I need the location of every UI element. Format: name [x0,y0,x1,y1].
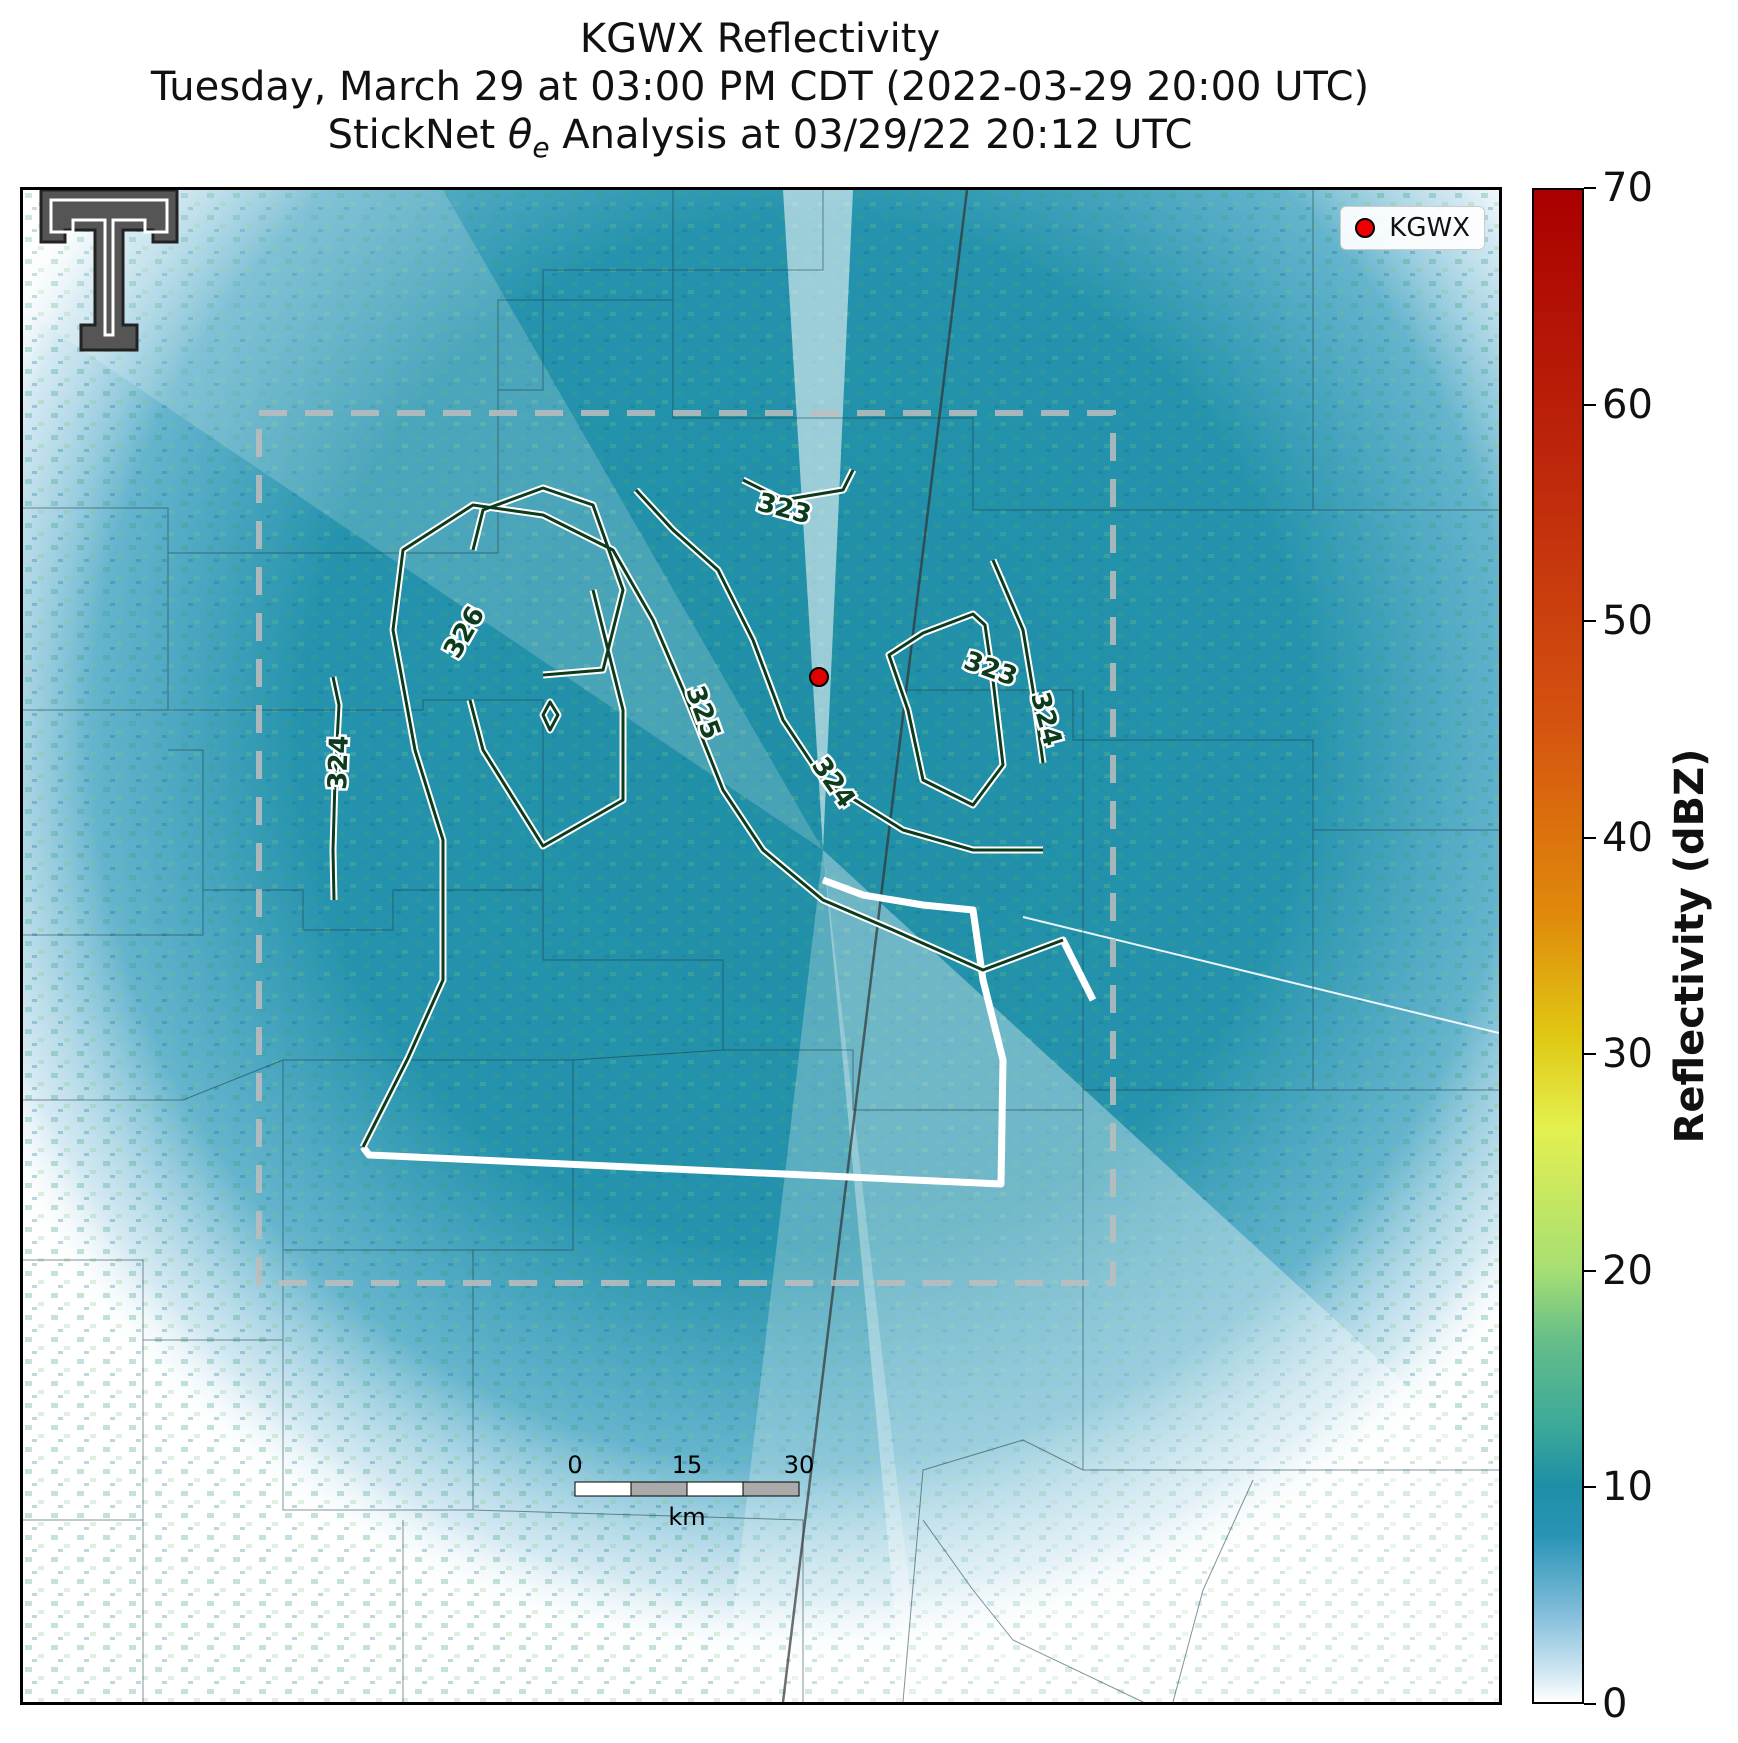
texas-tech-double-t-logo [39,190,179,352]
contour-323-north [742,469,855,502]
colorbar-tick [1584,620,1596,623]
radar-data-gap [823,850,1499,1702]
contour-324-central [634,488,1043,852]
analysis-domain-box [256,410,1116,1286]
contour-324-west [331,676,341,901]
colorbar-tick [1584,1053,1596,1056]
contour-324-east [991,559,1045,764]
radar-map[interactable]: 323 323 324 324 324 325 326 0 15 30 km [20,187,1502,1705]
colorbar-tick-label: 20 [1602,1247,1653,1294]
colorbar-tick [1584,187,1596,189]
scale-bar-tick-label: 30 [784,1451,815,1479]
colorbar-tick [1584,1486,1596,1489]
colorbar-tick-label: 70 [1602,165,1653,211]
county-boundaries [23,190,1499,1702]
radar-data-gap [783,190,853,850]
scale-bar-unit: km [668,1503,705,1531]
colorbar-tick-label: 50 [1602,598,1653,645]
colorbar-tick [1584,403,1596,406]
contour-326-south [468,589,625,848]
beam-blockage-line [1022,916,1499,1034]
contour-326-north [471,486,625,677]
interstate-line [781,190,969,1702]
colorbar-tick [1584,1703,1596,1705]
legend-label: KGWX [1389,213,1470,243]
theta-e-contours [329,468,1097,1188]
scale-bar-tick-label: 15 [672,1451,703,1479]
colorbar-tick [1584,836,1596,839]
radar-site-legend-marker [1355,218,1376,238]
contour-323-east [887,612,1005,807]
contour-high-center [541,700,560,732]
colorbar-tick-label: 60 [1602,381,1653,428]
colorbar-tick-label: 0 [1602,1681,1628,1727]
colorbar-tick-label: 10 [1602,1464,1653,1511]
colorbar-label: Reflectivity (dBZ) [1667,748,1713,1144]
contour-label: 324 [323,735,355,790]
map-legend: KGWX [1340,206,1485,250]
colorbar-tick [1584,1269,1596,1272]
title-line-3: StickNet θe Analysis at 03/29/22 20:12 U… [327,112,1193,164]
title-line-1: KGWX Reflectivity [579,16,941,62]
colorbar-tick-label: 40 [1602,814,1653,861]
scale-bar: 0 15 30 km [567,1451,814,1531]
scale-bar-tick-label: 0 [567,1451,582,1479]
colorbar [1532,188,1584,1704]
reflectivity-texture [23,190,1499,1702]
radar-data-gap [23,190,823,850]
title-line-2: Tuesday, March 29 at 03:00 PM CDT (2022-… [150,64,1370,110]
colorbar-tick-label: 30 [1602,1031,1653,1078]
radar-site-marker[interactable] [809,667,829,687]
contour-outer-ring [361,503,1064,1148]
